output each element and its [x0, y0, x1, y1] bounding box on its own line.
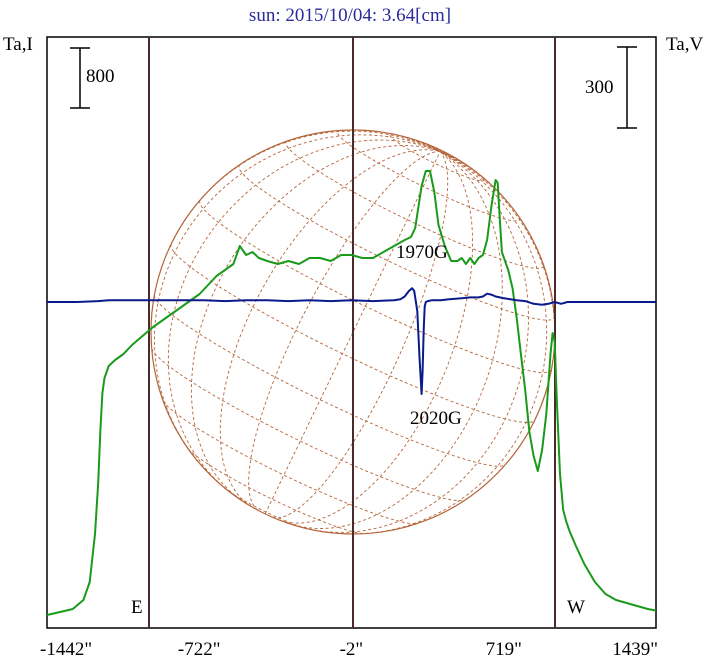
annotation-2020g: 2020G [410, 408, 462, 429]
scale-bar-left-label: 800 [86, 66, 115, 87]
x-tick-label: -722" [178, 639, 221, 660]
x-axis-ticks: -1442" -722" -2" 719" 1439" [40, 639, 658, 660]
x-tick-label: -1442" [40, 639, 92, 660]
disk-meridian [272, 151, 449, 519]
annotation-1970g: 1970G [396, 242, 448, 263]
west-limb-label: W [567, 597, 585, 618]
disk-meridian [190, 145, 441, 500]
east-limb-label: E [131, 597, 143, 618]
disk-meridian [167, 139, 441, 490]
disk-parallel [199, 200, 552, 374]
disk-meridian [170, 130, 441, 245]
scale-bar-left [70, 47, 90, 109]
disk-meridian [440, 150, 451, 156]
disk-meridian [362, 129, 441, 152]
disk-meridian [279, 151, 474, 524]
y-right-label: Ta,V [666, 34, 703, 55]
disk-meridian [440, 150, 473, 170]
marker-lines [148, 37, 556, 628]
disk-meridian [219, 149, 441, 507]
scale-bar-right [617, 46, 637, 129]
disk-meridian [435, 147, 441, 152]
disk-meridian [440, 150, 446, 154]
x-tick-label: -2" [340, 639, 364, 660]
plot-frame [46, 36, 657, 629]
series-polarization-line [47, 287, 656, 395]
y-left-label: Ta,I [3, 34, 33, 55]
disk-parallel [238, 164, 555, 321]
series-intensity-line [46, 170, 657, 616]
disk-meridian [353, 151, 548, 535]
disk-parallel [162, 400, 418, 525]
chart-title: sun: 2015/10/04: 3.64[cm] [249, 5, 451, 26]
disk-meridian [292, 151, 503, 529]
disk-meridian [308, 151, 529, 533]
x-tick-label: 1439" [612, 639, 658, 660]
disk-meridian [248, 150, 441, 511]
disk-meridian [439, 149, 442, 152]
disk-parallel [187, 448, 364, 535]
series-group [46, 170, 657, 616]
disk-parallel [285, 140, 544, 269]
disk-meridian [264, 151, 441, 515]
disk-parallel [151, 348, 466, 502]
disk-parallel [153, 295, 506, 467]
x-tick-label: 719" [486, 639, 522, 660]
disk-meridian [153, 134, 441, 458]
scale-bar-right-label: 300 [585, 77, 614, 98]
